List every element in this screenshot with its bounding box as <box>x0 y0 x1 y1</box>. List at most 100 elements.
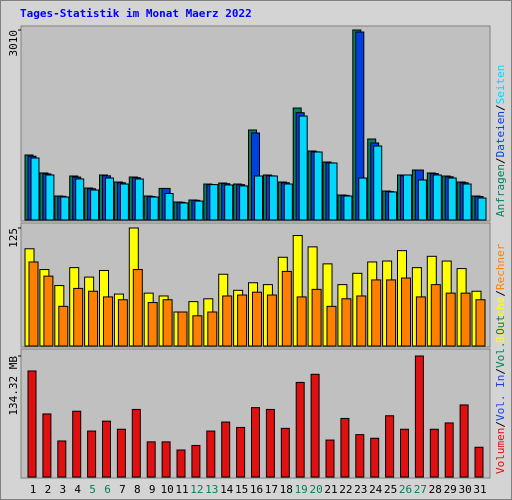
bar <box>326 305 337 347</box>
bar <box>60 196 70 221</box>
bar <box>340 417 350 478</box>
x-tick-label: 17 <box>265 483 278 496</box>
legend-entry: Anfragen <box>494 164 507 217</box>
legend-separator: / <box>494 368 507 375</box>
bar <box>177 311 188 347</box>
x-tick-label: 31 <box>473 483 486 496</box>
bar <box>45 174 55 221</box>
bar <box>209 184 219 221</box>
bar <box>265 408 275 478</box>
bar <box>370 437 380 478</box>
x-tick-label: 18 <box>280 483 293 496</box>
bar <box>385 415 395 478</box>
x-tick-label: 1 <box>30 483 37 496</box>
bar <box>119 183 129 221</box>
bar <box>43 275 54 347</box>
x-tick-label: 24 <box>369 483 383 496</box>
legend: Volumen/Vol. In/Vol. Out <box>494 315 507 474</box>
bar <box>254 175 263 221</box>
legend-entry: Rechner <box>494 243 507 290</box>
bar <box>72 410 82 478</box>
legend-entry: Vol. Out <box>494 315 507 368</box>
x-tick-label: 22 <box>339 483 352 496</box>
x-tick-label: 11 <box>175 483 188 496</box>
bar <box>283 183 293 221</box>
bar <box>179 202 189 221</box>
bar <box>42 413 52 478</box>
bar <box>328 162 338 221</box>
legend: Anfragen/Dateien/Seiten <box>494 65 507 217</box>
x-tick-label: 10 <box>160 483 173 496</box>
bar <box>358 177 368 221</box>
bar <box>236 426 246 478</box>
bar <box>105 177 114 221</box>
bar <box>462 183 472 221</box>
y-tick-label: 134.32 MB <box>7 356 20 416</box>
chart-title: Tages-Statistik im Monat Maerz 2022 <box>20 7 252 20</box>
bar <box>296 296 307 347</box>
legend-entry: Volumen <box>494 428 507 474</box>
bar <box>341 298 352 347</box>
x-tick-label: 5 <box>89 483 96 496</box>
bar <box>147 302 158 347</box>
bar <box>102 420 111 478</box>
bar <box>28 261 39 347</box>
bar <box>373 145 383 221</box>
x-tick-label: 19 <box>295 483 308 496</box>
x-tick-label: 27 <box>414 483 427 496</box>
bar <box>403 174 412 221</box>
bar <box>206 430 216 478</box>
bar <box>475 299 486 347</box>
bar <box>371 279 382 347</box>
y-tick-label: 125 <box>7 228 20 248</box>
x-tick-label: 26 <box>399 483 412 496</box>
bar <box>75 178 85 221</box>
x-tick-label: 29 <box>444 483 457 496</box>
bar <box>281 270 292 347</box>
bar <box>237 294 248 347</box>
bar <box>414 355 424 478</box>
bar <box>343 195 353 221</box>
x-tick-label: 3 <box>59 483 66 496</box>
bar <box>103 296 113 347</box>
bar <box>221 421 231 478</box>
bar <box>444 422 454 478</box>
legend-separator: / <box>494 157 507 164</box>
bar <box>58 305 69 347</box>
bar <box>280 427 290 478</box>
x-tick-label: 14 <box>220 483 234 496</box>
x-tick-label: 15 <box>235 483 248 496</box>
bar <box>88 290 99 347</box>
bar <box>298 115 308 221</box>
bar <box>310 373 320 478</box>
bar <box>134 178 144 221</box>
bar <box>460 292 471 347</box>
bar <box>417 179 427 221</box>
legend-entry: Dateien <box>494 111 507 157</box>
bar <box>117 299 128 347</box>
x-tick-label: 21 <box>324 483 337 496</box>
bar <box>401 277 411 347</box>
bar <box>194 200 204 221</box>
bar <box>311 288 322 347</box>
bar <box>266 294 277 347</box>
bar <box>400 428 409 478</box>
bar <box>459 404 469 478</box>
legend-entry: Besuche <box>494 297 507 343</box>
bar <box>27 370 37 478</box>
bar <box>73 287 84 347</box>
bar <box>355 434 365 478</box>
x-tick-label: 6 <box>104 483 111 496</box>
bar <box>415 296 426 347</box>
bar <box>474 446 484 478</box>
bar <box>239 185 249 221</box>
x-tick-label: 8 <box>134 483 141 496</box>
bar <box>131 408 141 478</box>
bar <box>116 428 126 478</box>
bar <box>432 174 442 221</box>
bar <box>224 184 234 221</box>
bar <box>161 441 171 478</box>
bar <box>146 441 156 478</box>
x-tick-label: 20 <box>309 483 322 496</box>
